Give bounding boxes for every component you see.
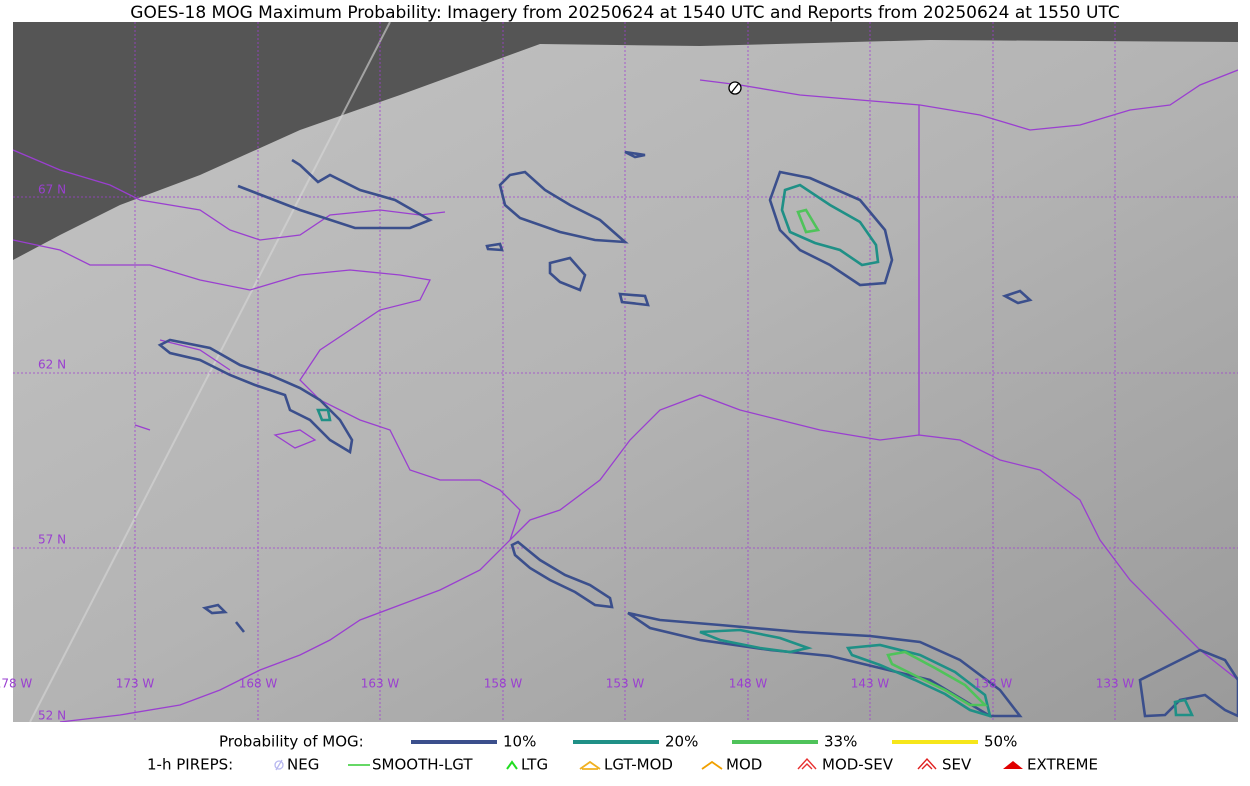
- lon-label: 133 W: [1096, 677, 1135, 691]
- lon-label: 138 W: [974, 677, 1013, 691]
- pirep-icon: [797, 757, 817, 770]
- space-background: [13, 22, 1238, 260]
- pirep-icon: [1003, 761, 1023, 769]
- map-labels: 67 N 62 N 57 N 52 N 178 W 173 W 168 W 163 W 158 …: [0, 183, 1134, 723]
- pirep-icon: [506, 760, 518, 770]
- probability-contours: [157, 150, 1238, 718]
- legend-entry: MOD-SEV: [822, 756, 894, 774]
- lon-label: 148 W: [729, 677, 768, 691]
- legend-label: 1-h PIREPS:: [147, 756, 233, 774]
- legend-entry: EXTREME: [1027, 756, 1098, 774]
- legend-entry: 33%: [824, 733, 857, 751]
- legend-entry: MOD: [726, 756, 762, 774]
- legend-entry: SMOOTH-LGT: [372, 756, 473, 774]
- lon-label: 178 W: [0, 677, 32, 691]
- lon-label: 173 W: [116, 677, 155, 691]
- pirep-icon: [274, 760, 284, 770]
- lat-label: 57 N: [38, 533, 66, 547]
- legend: Probability of MOG: 10% 20% 33% 50% 1-h PIREP…: [147, 733, 1098, 774]
- legend-entry: 50%: [984, 733, 1017, 751]
- coastlines: [13, 69, 1238, 722]
- lat-label: 52 N: [38, 709, 66, 723]
- lat-label: 67 N: [38, 183, 66, 197]
- legend-entry: LGT-MOD: [604, 756, 673, 774]
- lat-label: 62 N: [38, 358, 66, 372]
- pirep-icon: [275, 759, 283, 771]
- title: GOES-18 MOG Maximum Probability: Imagery…: [130, 3, 1119, 23]
- legend-entry: LTG: [521, 756, 548, 774]
- map: [13, 22, 1238, 722]
- pirep-icon: [917, 757, 937, 770]
- pirep-icon: [579, 760, 601, 770]
- pirep-marker: [728, 81, 742, 95]
- legend-entry: NEG: [287, 756, 319, 774]
- graticule: [13, 22, 1238, 722]
- legend-entry: SEV: [942, 756, 972, 774]
- lon-label: 168 W: [239, 677, 278, 691]
- legend-entry: 20%: [665, 733, 698, 751]
- lon-label: 153 W: [606, 677, 645, 691]
- legend-label: Probability of MOG:: [219, 733, 364, 751]
- scan-artifact: [29, 22, 391, 722]
- pirep-icon: [701, 760, 723, 770]
- lon-label: 143 W: [851, 677, 890, 691]
- lon-label: 158 W: [484, 677, 523, 691]
- legend-entry: 10%: [503, 733, 536, 751]
- lon-label: 163 W: [361, 677, 400, 691]
